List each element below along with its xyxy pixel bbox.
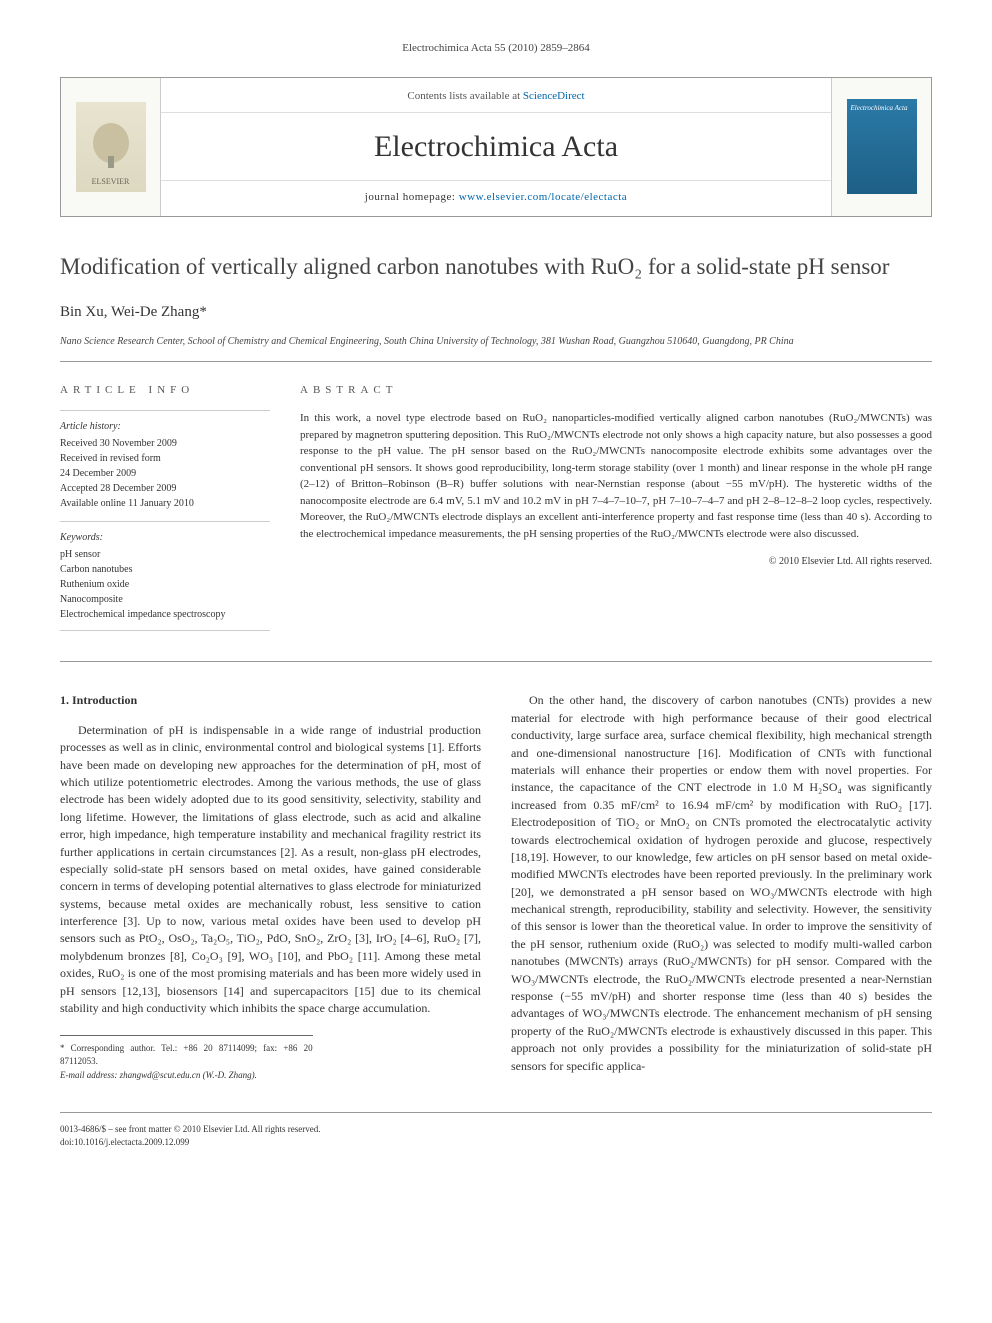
- info-abstract-row: article info Article history: Received 3…: [60, 382, 932, 663]
- history-line: Received in revised form: [60, 451, 270, 466]
- article-history-block: Article history: Received 30 November 20…: [60, 410, 270, 511]
- body-paragraph: Determination of pH is indispensable in …: [60, 722, 481, 1018]
- column-left: 1. Introduction Determination of pH is i…: [60, 692, 481, 1081]
- corr-email-line: E-mail address: zhangwd@scut.edu.cn (W.-…: [60, 1069, 313, 1082]
- publisher-name: ELSEVIER: [92, 176, 130, 188]
- masthead-center: Contents lists available at ScienceDirec…: [161, 78, 831, 216]
- corresponding-marker: *: [199, 304, 207, 320]
- page-footer: 0013-4686/$ – see front matter © 2010 El…: [60, 1112, 932, 1150]
- body-two-column: 1. Introduction Determination of pH is i…: [60, 692, 932, 1081]
- body-paragraph: On the other hand, the discovery of carb…: [511, 692, 932, 1075]
- issn-line: 0013-4686/$ – see front matter © 2010 El…: [60, 1123, 321, 1137]
- affiliation: Nano Science Research Center, School of …: [60, 334, 932, 362]
- history-line: Accepted 28 December 2009: [60, 481, 270, 496]
- publisher-logo-box: ELSEVIER: [61, 78, 161, 216]
- history-line: Available online 11 January 2010: [60, 496, 270, 511]
- sciencedirect-link[interactable]: ScienceDirect: [523, 90, 585, 102]
- history-line: 24 December 2009: [60, 466, 270, 481]
- column-right: On the other hand, the discovery of carb…: [511, 692, 932, 1081]
- journal-masthead: ELSEVIER Contents lists available at Sci…: [60, 77, 932, 217]
- article-title: Modification of vertically aligned carbo…: [60, 252, 932, 282]
- journal-cover-thumb: Electrochimica Acta: [847, 99, 917, 194]
- journal-homepage-link[interactable]: www.elsevier.com/locate/electacta: [459, 191, 628, 203]
- keyword: pH sensor: [60, 547, 270, 562]
- keyword: Nanocomposite: [60, 592, 270, 607]
- article-info-sidebar: article info Article history: Received 3…: [60, 382, 270, 642]
- elsevier-tree-icon: ELSEVIER: [76, 102, 146, 192]
- abstract-text: In this work, a novel type electrode bas…: [300, 410, 932, 542]
- journal-title: Electrochimica Acta: [161, 124, 831, 169]
- keyword: Electrochemical impedance spectroscopy: [60, 607, 270, 622]
- keyword: Carbon nanotubes: [60, 562, 270, 577]
- keywords-label: Keywords:: [60, 530, 270, 545]
- corresponding-author-note: * Corresponding author. Tel.: +86 20 871…: [60, 1035, 313, 1081]
- doi-line: doi:10.1016/j.electacta.2009.12.099: [60, 1136, 321, 1150]
- keyword: Ruthenium oxide: [60, 577, 270, 592]
- contents-available-line: Contents lists available at ScienceDirec…: [161, 88, 831, 114]
- history-line: Received 30 November 2009: [60, 436, 270, 451]
- history-label: Article history:: [60, 410, 270, 434]
- abstract-block: abstract In this work, a novel type elec…: [300, 382, 932, 642]
- abstract-heading: abstract: [300, 382, 932, 399]
- section-heading: 1. Introduction: [60, 692, 481, 709]
- abstract-copyright: © 2010 Elsevier Ltd. All rights reserved…: [300, 554, 932, 569]
- footer-left: 0013-4686/$ – see front matter © 2010 El…: [60, 1123, 321, 1150]
- article-info-heading: article info: [60, 382, 270, 399]
- author-list: Bin Xu, Wei-De Zhang*: [60, 301, 932, 324]
- journal-cover-box: Electrochimica Acta: [831, 78, 931, 216]
- keywords-block: Keywords: pH sensor Carbon nanotubes Rut…: [60, 521, 270, 631]
- running-header: Electrochimica Acta 55 (2010) 2859–2864: [60, 40, 932, 57]
- journal-homepage-line: journal homepage: www.elsevier.com/locat…: [161, 180, 831, 206]
